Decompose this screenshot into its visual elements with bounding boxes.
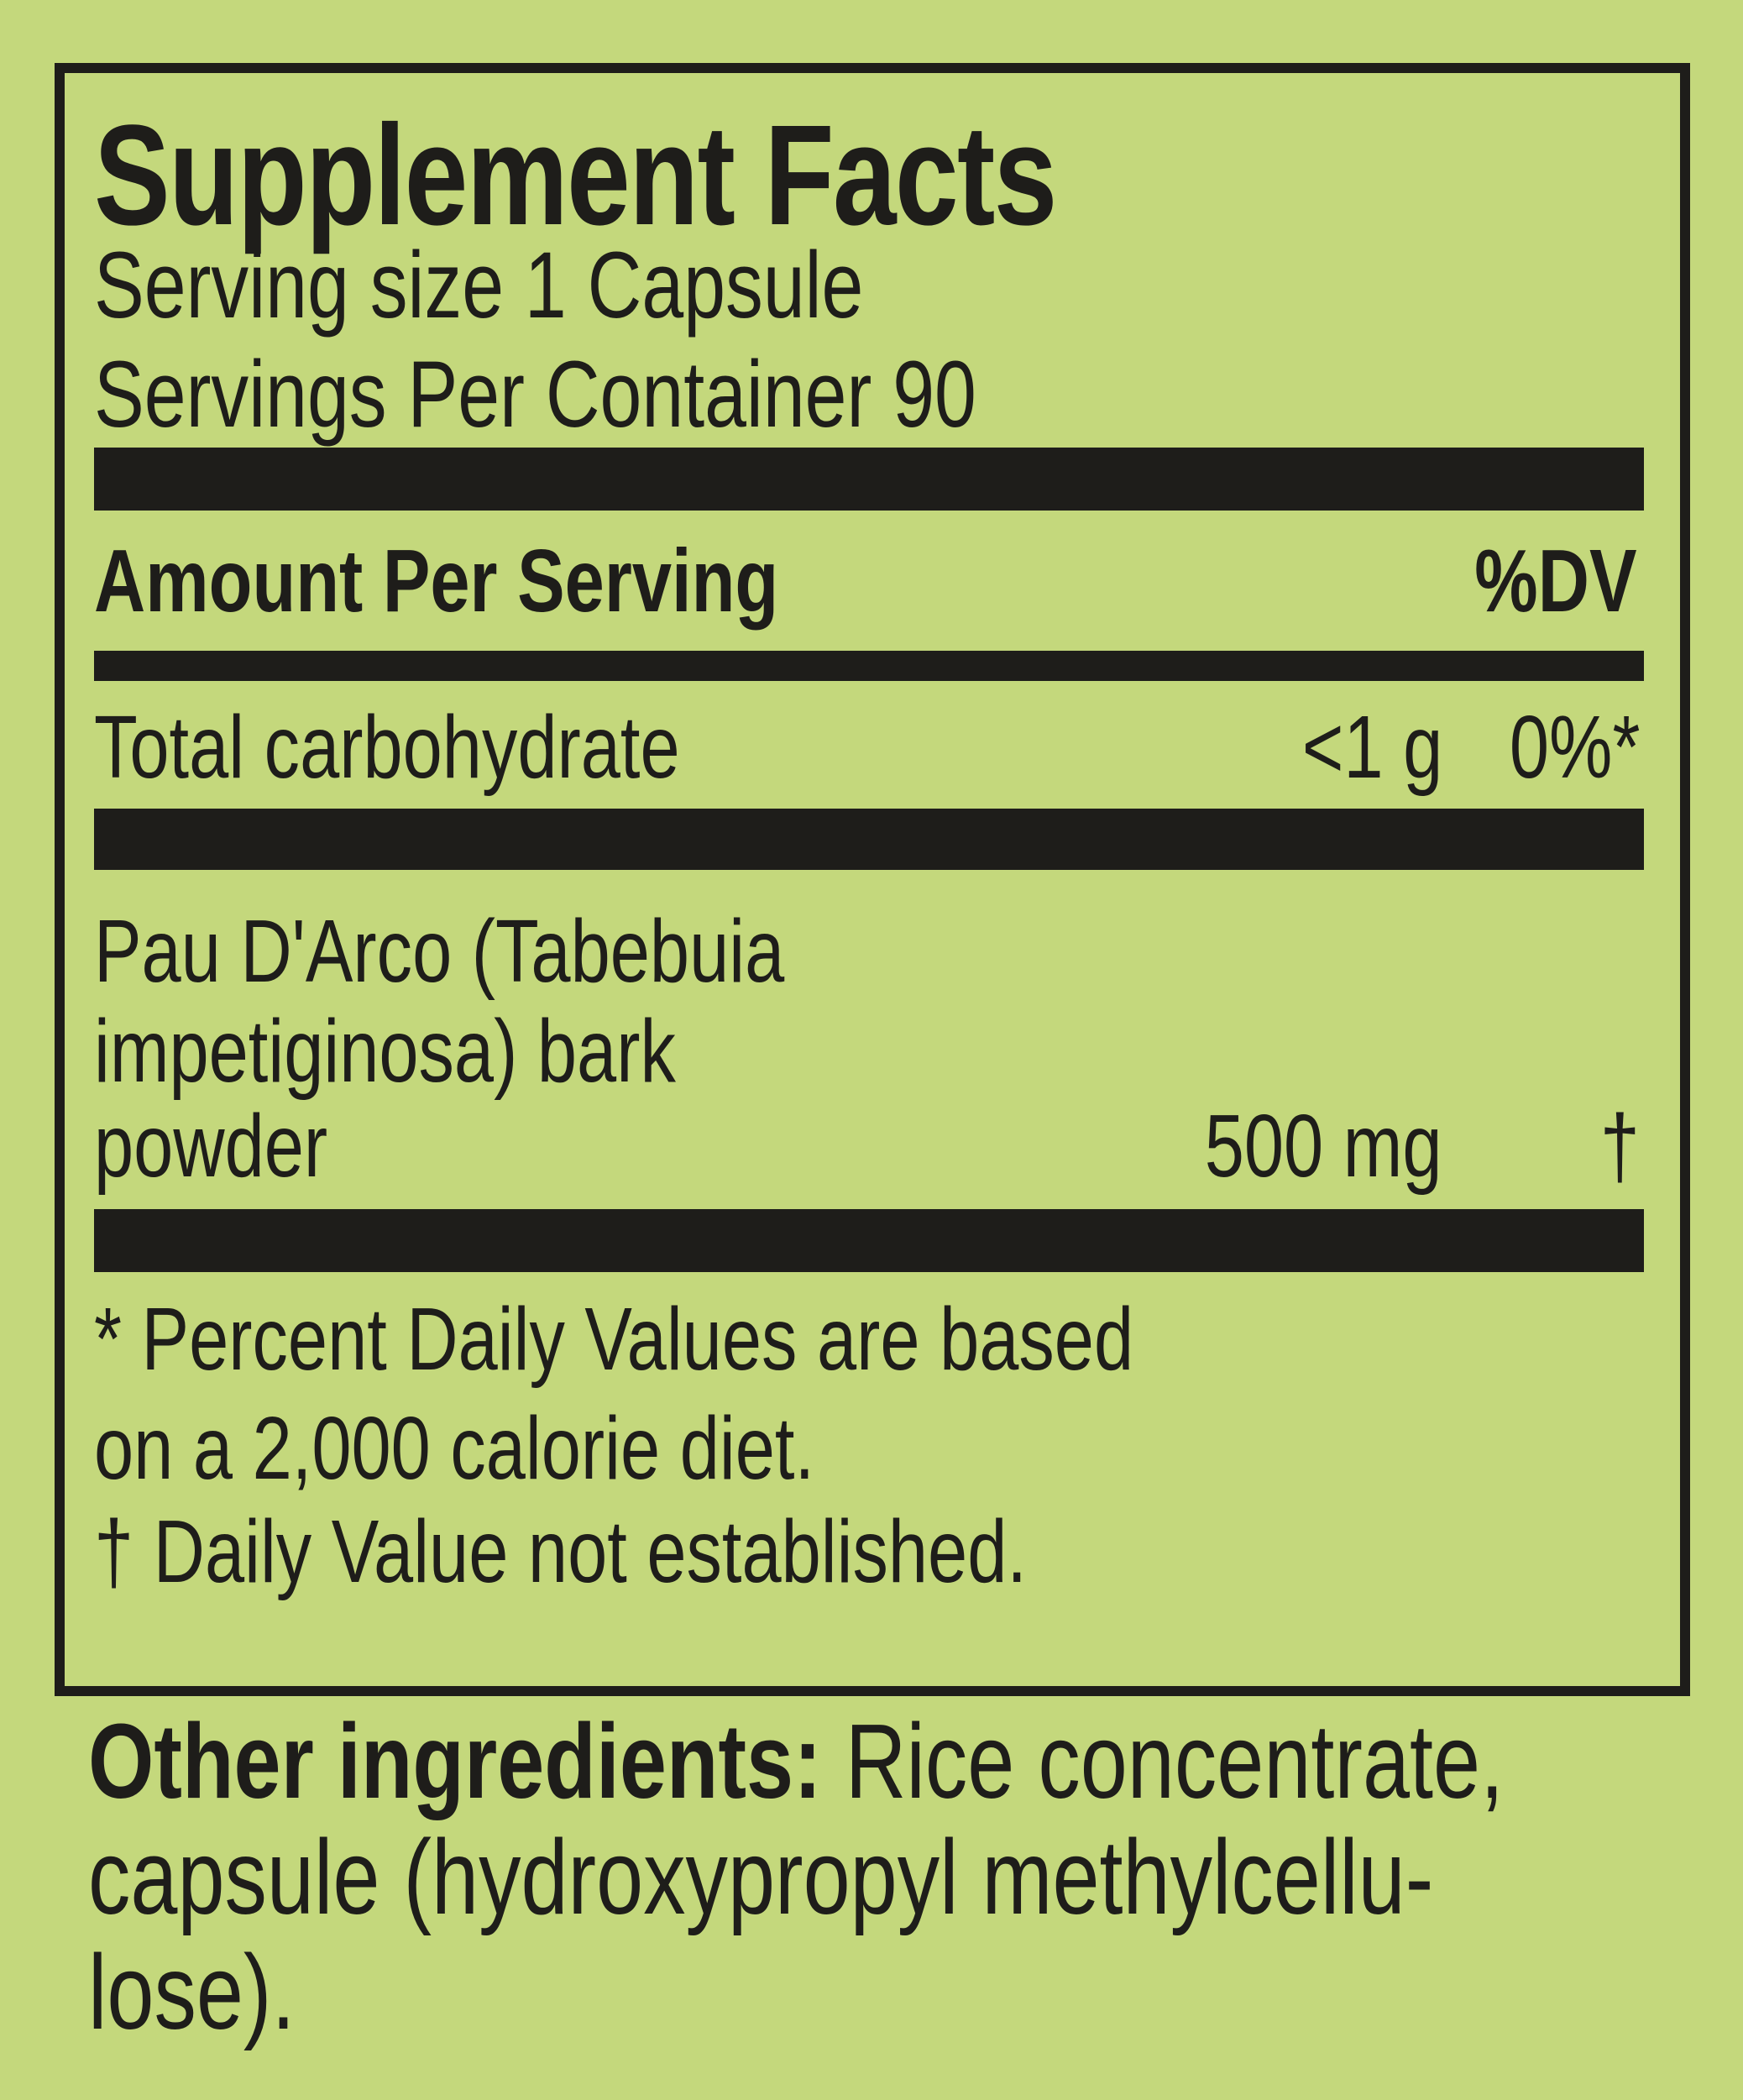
supplement-facts-panel: [55, 63, 1690, 1696]
serving-size-line: Serving size 1 Capsule: [94, 233, 864, 338]
row-total-carbohydrate-amount: <1 g: [1301, 698, 1442, 797]
other-ingredients-label: Other ingredients:: [88, 1702, 822, 1820]
page-title-text: Supplement Facts: [94, 96, 1057, 255]
divider-medium-1: [94, 651, 1644, 681]
other-ingredients-line1: Other ingredients: Rice concentrate,: [88, 1709, 1743, 1815]
footnote-line3: † Daily Value not established.: [94, 1502, 1027, 1601]
divider-thick-2: [94, 809, 1644, 870]
other-ingredients-line2: capsule (hydroxypropyl methylcellu-: [88, 1818, 1434, 1936]
footnote-line1: * Percent Daily Values are based: [94, 1290, 1134, 1389]
divider-thick-3: [94, 1209, 1644, 1272]
row-pau-darco-line3: powder: [94, 1097, 328, 1196]
servings-per-container-line: Servings Per Container 90: [94, 342, 976, 447]
dv-header: %DV: [1474, 532, 1637, 631]
row-total-carbohydrate-dv: 0%*: [1509, 698, 1640, 797]
divider-thick-1: [94, 448, 1644, 511]
page-title: Supplement Facts: [94, 104, 1296, 247]
other-ingredients-line1-rest: Rice concentrate,: [821, 1702, 1505, 1820]
amount-per-serving-header: Amount Per Serving: [94, 532, 779, 631]
other-ingredients-line3: lose).: [88, 1933, 296, 2051]
row-total-carbohydrate-name: Total carbohydrate: [94, 698, 680, 797]
footnote-line2: on a 2,000 calorie diet.: [94, 1399, 815, 1498]
row-pau-darco-dv: †: [1599, 1097, 1640, 1196]
row-pau-darco-line2: impetiginosa) bark: [94, 1002, 676, 1101]
row-pau-darco-amount: 500 mg: [1205, 1097, 1442, 1196]
row-pau-darco-line1: Pau D'Arco (Tabebuia: [94, 902, 785, 1001]
